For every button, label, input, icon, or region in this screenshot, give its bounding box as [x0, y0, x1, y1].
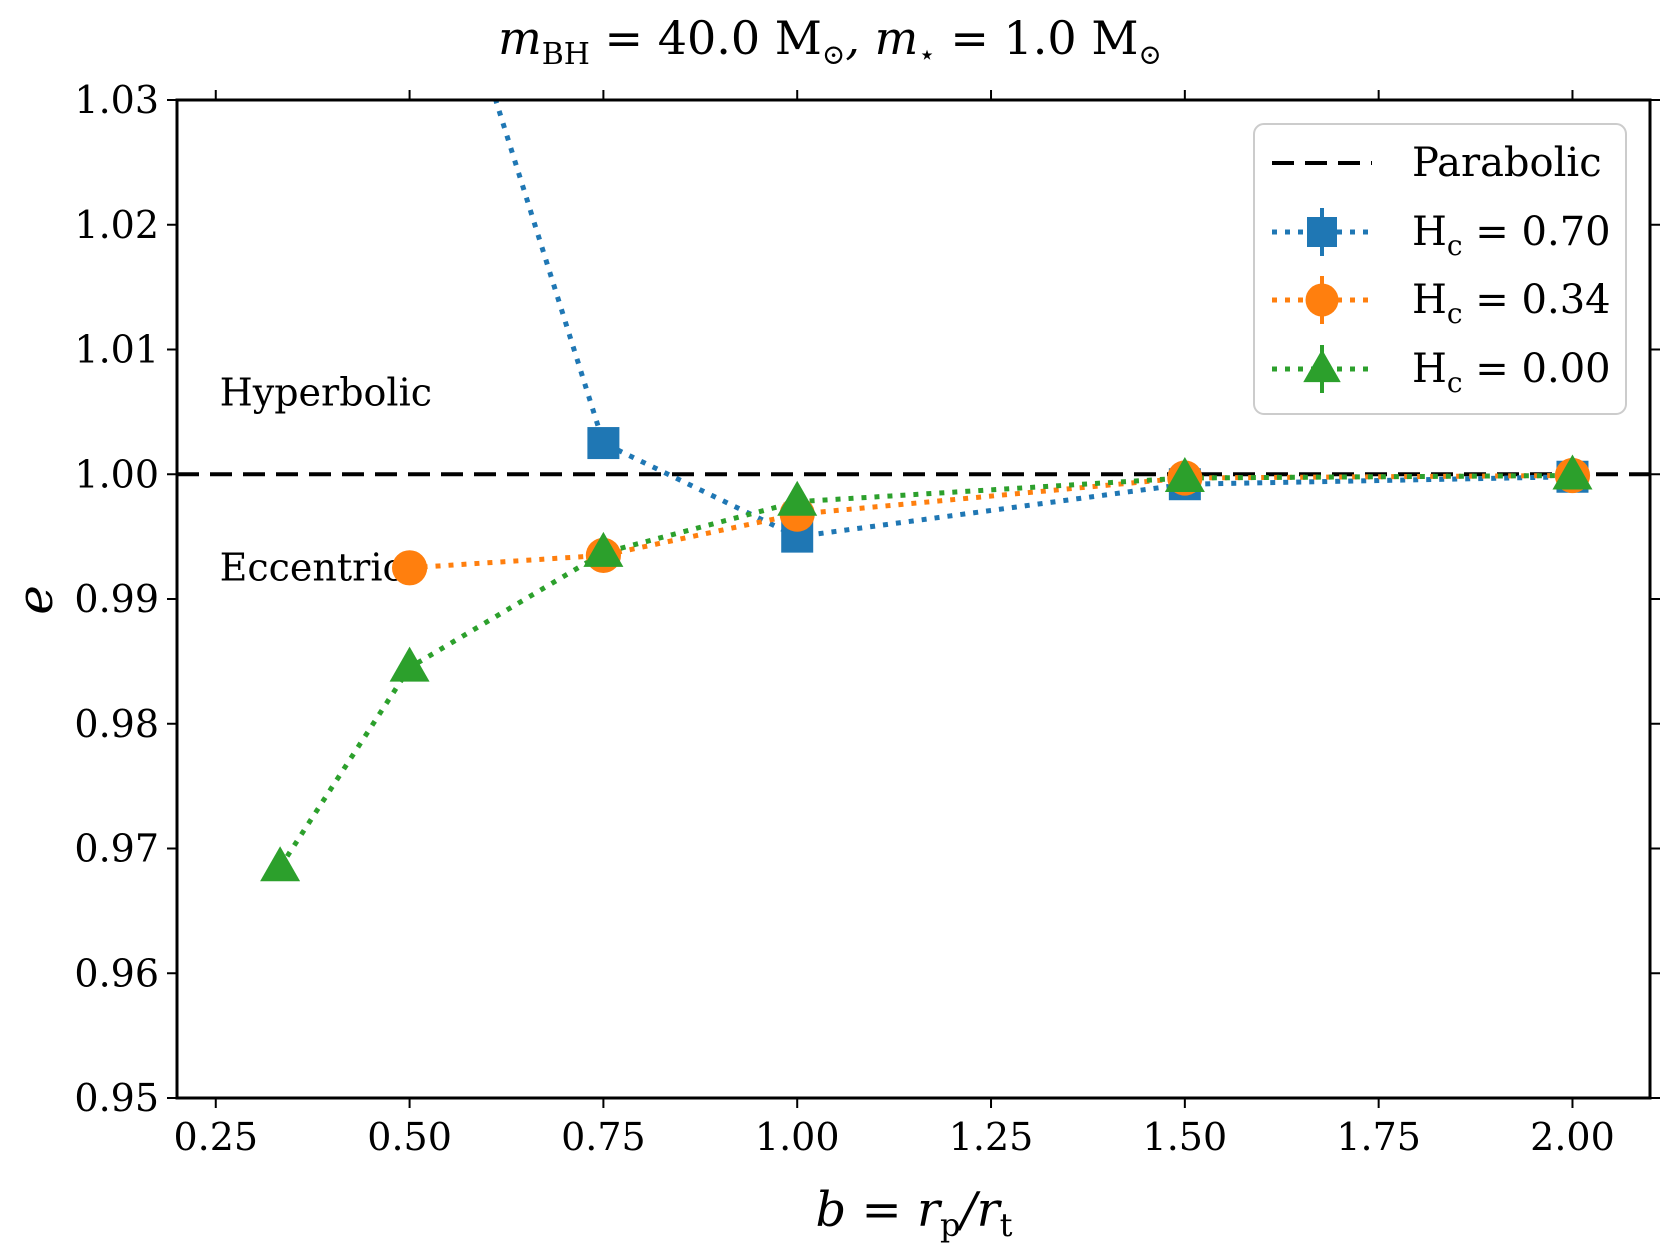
y-tick-label: 0.99: [74, 577, 159, 621]
x-tick-label: 1.50: [1143, 1115, 1228, 1159]
series-line-1: [409, 472, 1573, 571]
x-axis-label: b = rp/rt: [816, 1182, 1013, 1244]
x-tick-label: 1.75: [1336, 1115, 1421, 1159]
y-tick-label: 1.02: [74, 203, 159, 247]
x-tick-label: 0.25: [173, 1115, 258, 1159]
chart-title: mBH = 40.0 M⊙, m⋆ = 1.0 M⊙: [498, 11, 1162, 72]
legend-parabolic-label: Parabolic: [1412, 140, 1602, 186]
series-2-point: [1552, 454, 1593, 490]
series-2-point: [583, 531, 624, 567]
x-tick-label: 0.50: [367, 1115, 452, 1159]
legend: Parabolic Hc = 0.70 Hc = 0.34 Hc = 0.00: [1253, 123, 1627, 415]
y-tick-label: 0.97: [74, 827, 159, 871]
legend-box: [1253, 123, 1627, 415]
legend-label-2: Hc = 0.00: [1412, 346, 1611, 399]
legend-label-1: Hc = 0.34: [1412, 277, 1611, 330]
y-tick-label: 1.00: [74, 452, 159, 496]
x-tick-label: 1.00: [755, 1115, 840, 1159]
y-tick-label: 0.96: [74, 951, 159, 995]
tick-layer: 0.25 0.50 0.75 1.00 1.25 1.50 1.75 2.00 0.95 0.96…: [74, 78, 1660, 1159]
legend-label-0: Hc = 0.70: [1412, 209, 1611, 262]
x-tick-label: 0.75: [561, 1115, 646, 1159]
series-1-point: [391, 550, 428, 586]
y-tick-label: 1.03: [74, 78, 159, 122]
series-2-point: [260, 846, 301, 882]
x-tick-label: 1.25: [949, 1115, 1034, 1159]
series-0-point: [587, 427, 620, 460]
legend-marker: [1305, 283, 1339, 317]
y-tick-label: 0.95: [74, 1076, 159, 1120]
legend-marker: [1307, 217, 1337, 247]
series-layer: [260, 100, 1593, 882]
y-tick-label: 0.98: [74, 702, 159, 746]
y-axis-label: e: [6, 585, 64, 615]
legend-items: Parabolic Hc = 0.70 Hc = 0.34 Hc = 0.00: [1272, 140, 1611, 399]
eccentric-annotation: Eccentric: [220, 545, 404, 589]
series-2-point: [389, 646, 430, 682]
hyperbolic-annotation: Hyperbolic: [220, 371, 432, 415]
series-2-point: [1164, 456, 1205, 492]
series-2-point: [777, 480, 818, 516]
y-tick-label: 1.01: [74, 328, 159, 372]
legend-marker: [1303, 349, 1341, 383]
x-tick-label: 2.00: [1530, 1115, 1615, 1159]
series-line-2: [278, 472, 1573, 869]
